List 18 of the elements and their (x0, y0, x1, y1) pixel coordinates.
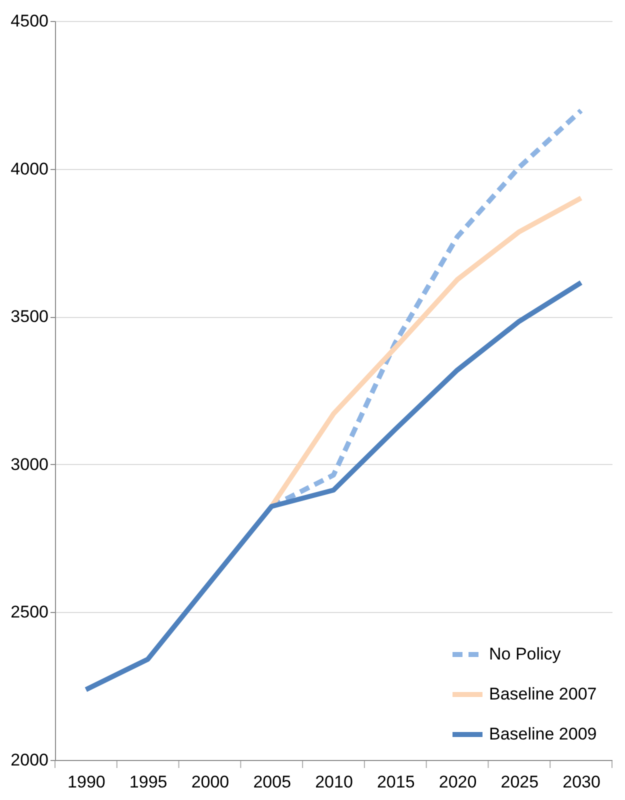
legend-label: No Policy (489, 644, 562, 664)
x-tick-label: 2020 (438, 772, 477, 792)
y-tick-label: 3500 (10, 307, 48, 326)
x-tick-label: 2005 (253, 772, 292, 792)
x-tick-label: 2025 (500, 772, 539, 792)
y-tick-label: 3000 (10, 454, 48, 474)
x-tick-label: 2000 (191, 772, 230, 792)
legend-label: Baseline 2009 (489, 724, 597, 744)
x-tick-label: 1995 (129, 772, 168, 792)
x-tick-label: 2030 (562, 772, 600, 792)
x-tick-label: 2015 (376, 772, 415, 792)
y-tick-label: 2500 (10, 602, 48, 622)
y-tick-label: 4500 (10, 12, 48, 30)
x-tick-label: 2010 (315, 772, 353, 792)
legend-label: Baseline 2007 (489, 684, 597, 704)
x-tick-label: 1990 (68, 772, 106, 792)
y-tick-label: 4000 (10, 159, 48, 178)
y-tick-label: 2000 (10, 750, 48, 770)
